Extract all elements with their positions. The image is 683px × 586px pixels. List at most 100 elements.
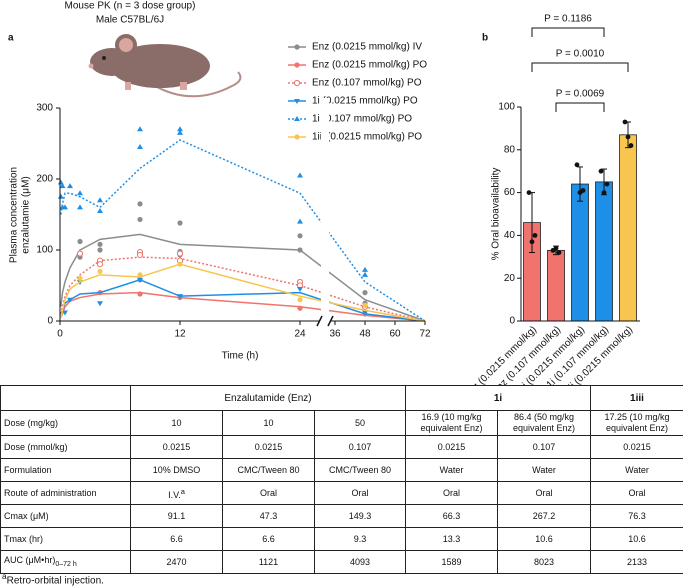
table-cell: I.V.a: [131, 482, 223, 505]
y-axis-label: % Oral bioavailability: [491, 168, 502, 261]
table-cell: 0.107: [315, 436, 406, 459]
table-cell: Oral: [406, 482, 498, 505]
table-cell: 0.0215: [131, 436, 223, 459]
group-header: Enzalutamide (Enz): [131, 386, 406, 411]
table-cell: Dose (mg/kg): [1, 411, 131, 436]
significance-bracket: [532, 28, 604, 37]
replicate-point: [575, 162, 580, 167]
bar: [620, 135, 637, 321]
table-cell: Oral: [591, 482, 683, 505]
table-cell: 0.0215: [406, 436, 498, 459]
p-value: P = 0.0069: [556, 89, 605, 100]
replicate-point: [602, 190, 607, 195]
bar: [596, 182, 613, 321]
replicate-point: [605, 182, 610, 187]
point: [97, 269, 102, 274]
point: [137, 126, 143, 131]
point: [77, 251, 82, 256]
legend-label: Enz (0.0215 mmol/kg) IV: [312, 42, 422, 53]
replicate-point: [533, 233, 538, 238]
y-tick-label: 300: [36, 103, 53, 114]
table-cell: 91.1: [131, 505, 223, 528]
table-cell: Water: [406, 459, 498, 482]
table-cell: 8023: [498, 551, 591, 574]
series-line: [61, 293, 425, 321]
table-cell: 0.0215: [591, 436, 683, 459]
header-cell: [1, 386, 131, 411]
group-header: 1i: [406, 386, 591, 411]
point: [137, 272, 142, 277]
mouse-illustration: [89, 34, 241, 96]
legend-marker: [294, 134, 299, 139]
table-cell: Water: [498, 459, 591, 482]
x-tick-label: 36: [329, 329, 341, 340]
bar: [572, 184, 589, 321]
cell-text: AUC (μM•hr): [4, 555, 55, 565]
significance-bracket: [556, 103, 604, 112]
table-cell: 10% DMSO: [131, 459, 223, 482]
table-cell: 10: [131, 411, 223, 436]
replicate-point: [581, 188, 586, 193]
table-cell: Formulation: [1, 459, 131, 482]
point: [77, 239, 82, 244]
replicate-point: [599, 169, 604, 174]
table-cell: 13.3: [406, 528, 498, 551]
table-cell: Oral: [315, 482, 406, 505]
cell-sub: 0–72 h: [55, 560, 76, 567]
y-tick-label: 0: [47, 316, 53, 327]
bar: [548, 250, 565, 321]
x-tick-label: 72: [419, 329, 431, 340]
point: [297, 306, 302, 311]
replicate-point: [626, 135, 631, 140]
legend-marker: [294, 44, 299, 49]
cell-text: I.V.: [168, 490, 181, 500]
chart-subtitle: Male C57BL/6J: [96, 15, 164, 26]
point: [67, 183, 73, 188]
table-cell: Route of administration: [1, 482, 131, 505]
legend-label: Enz (0.0215 mmol/kg) PO: [312, 60, 427, 71]
table-cell: 1121: [223, 551, 315, 574]
table-cell: 76.3: [591, 505, 683, 528]
table-cell: 86.4 (50 mg/kg equivalent Enz): [498, 411, 591, 436]
point: [362, 272, 368, 277]
table-cell: 1589: [406, 551, 498, 574]
replicate-point: [530, 239, 535, 244]
point: [297, 233, 302, 238]
point: [77, 190, 83, 195]
figure: a Mouse PK (n = 3 dose group) Male C57BL/6…: [0, 0, 683, 385]
legend-label: Enz (0.107 mmol/kg) PO: [312, 78, 422, 89]
axis-break-gap: [321, 98, 329, 331]
table-cell: 149.3: [315, 505, 406, 528]
cell-note: a: [181, 487, 185, 496]
p-value: P = 0.0010: [556, 49, 605, 60]
x-tick-label: 60: [389, 329, 401, 340]
point: [58, 194, 64, 199]
significance-bracket: [532, 63, 628, 72]
table-cell: 10.6: [498, 528, 591, 551]
point: [97, 262, 102, 267]
y-tick-label: 20: [504, 273, 516, 284]
point: [362, 290, 367, 295]
legend-marker: [294, 62, 299, 67]
panel-label: a: [8, 33, 14, 44]
replicate-point: [629, 143, 634, 148]
p-value: P = 0.1186: [544, 14, 592, 25]
table-cell: 4093: [315, 551, 406, 574]
chart-title: Mouse PK (n = 3 dose group): [65, 1, 196, 12]
table-cell: 0.0215: [223, 436, 315, 459]
y-tick-label: 60: [504, 187, 516, 198]
point: [97, 208, 103, 213]
replicate-point: [557, 250, 562, 255]
table-cell: CMC/Tween 80: [223, 459, 315, 482]
point: [297, 219, 303, 224]
point: [297, 287, 303, 292]
table-cell: 267.2: [498, 505, 591, 528]
